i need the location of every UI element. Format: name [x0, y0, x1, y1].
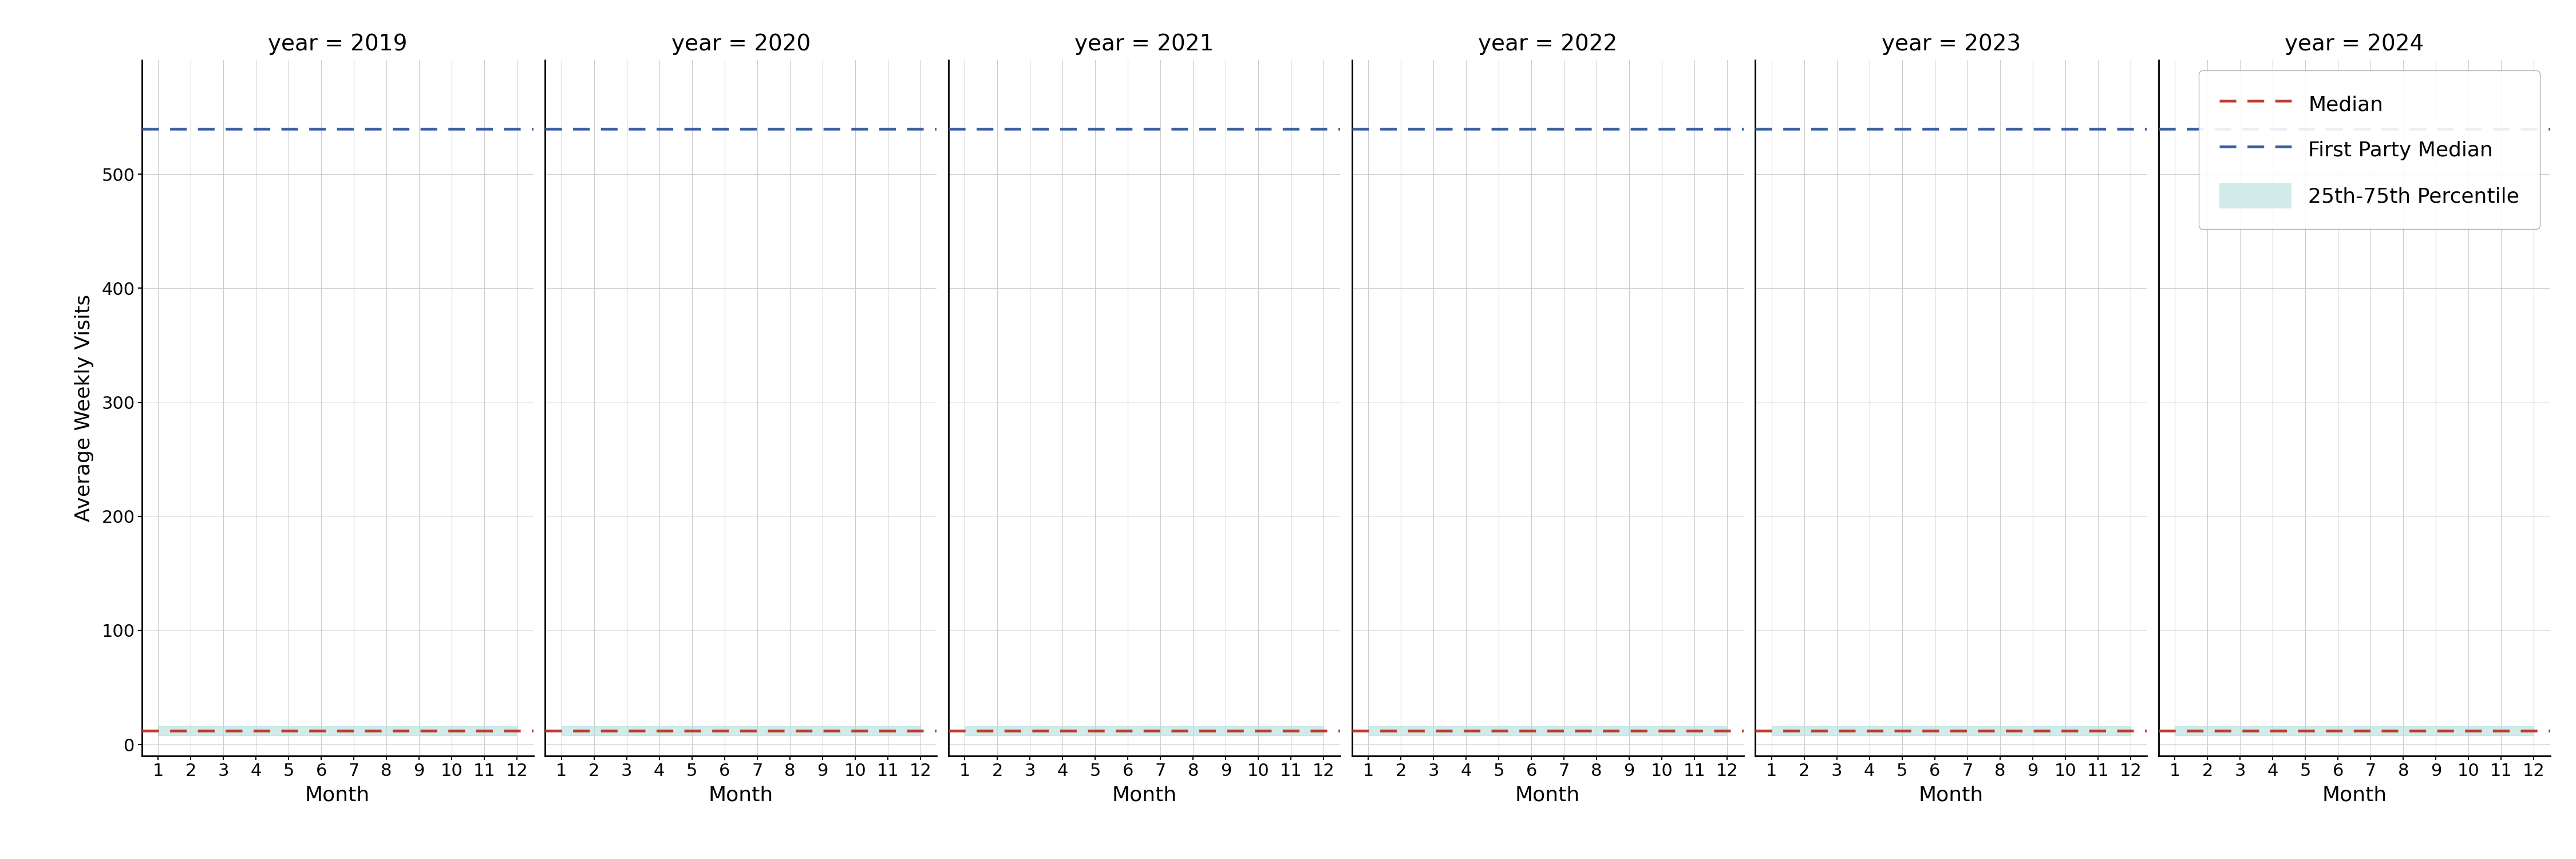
- X-axis label: Month: Month: [1515, 786, 1579, 805]
- Title: year = 2019: year = 2019: [268, 34, 407, 55]
- Legend: Median, First Party Median, 25th-75th Percentile: Median, First Party Median, 25th-75th Pe…: [2197, 70, 2540, 228]
- X-axis label: Month: Month: [304, 786, 371, 805]
- Title: year = 2022: year = 2022: [1479, 34, 1618, 55]
- X-axis label: Month: Month: [2321, 786, 2388, 805]
- Title: year = 2020: year = 2020: [672, 34, 811, 55]
- X-axis label: Month: Month: [1919, 786, 1984, 805]
- X-axis label: Month: Month: [708, 786, 773, 805]
- Title: year = 2021: year = 2021: [1074, 34, 1213, 55]
- Y-axis label: Average Weekly Visits: Average Weekly Visits: [75, 295, 93, 521]
- Title: year = 2024: year = 2024: [2285, 34, 2424, 55]
- Title: year = 2023: year = 2023: [1880, 34, 2020, 55]
- X-axis label: Month: Month: [1113, 786, 1177, 805]
